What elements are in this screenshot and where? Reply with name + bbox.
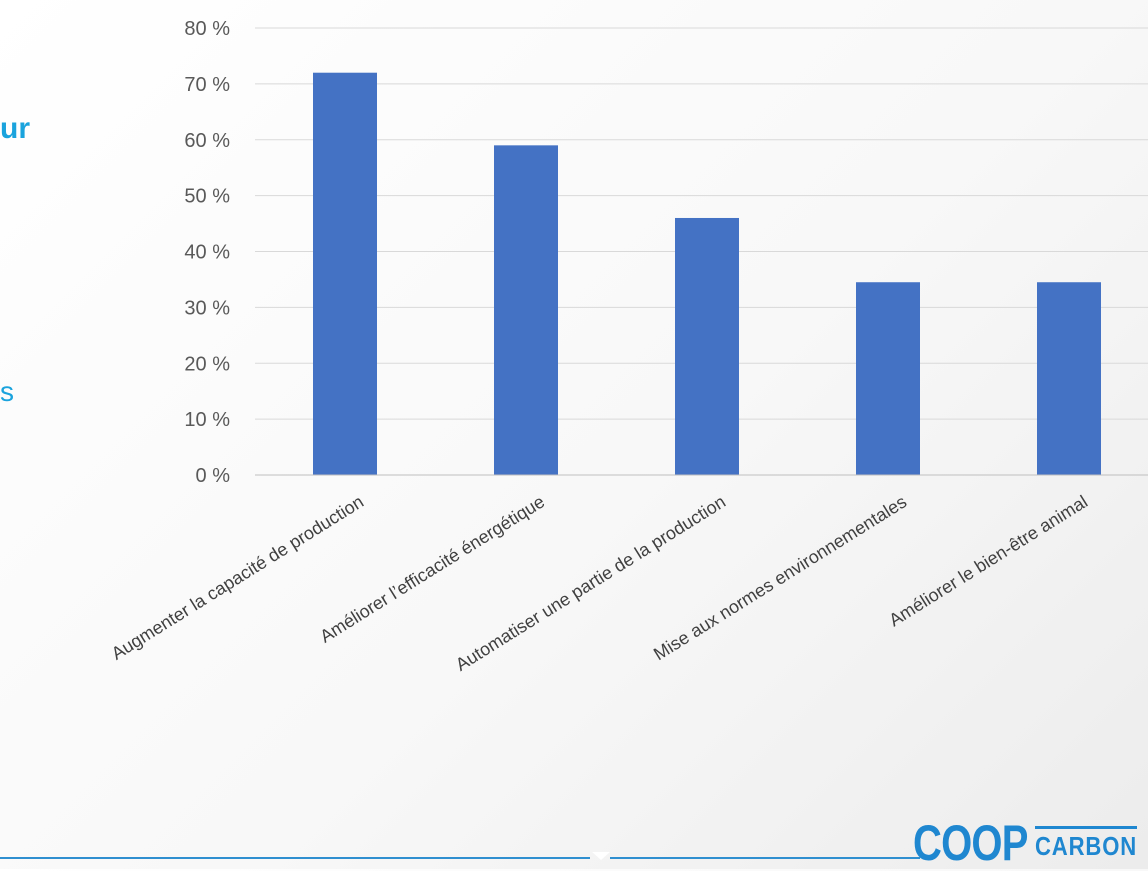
bar — [856, 282, 920, 475]
y-tick-label: 60 % — [184, 130, 230, 152]
x-axis-category-labels: Augmenter la capacité de productionAméli… — [108, 491, 1091, 674]
bar — [1037, 282, 1101, 475]
bars — [313, 72, 1101, 475]
y-tick-label: 50 % — [184, 186, 230, 208]
y-tick-label: 40 % — [184, 242, 230, 264]
footer-line-right — [610, 857, 920, 859]
footer-line-notch — [592, 852, 610, 860]
partial-heading-text: ur — [0, 112, 30, 145]
y-tick-label: 70 % — [184, 74, 230, 96]
logo-text-coop: COOP — [913, 815, 1028, 871]
footer-line-left — [0, 857, 590, 859]
y-tick-label: 0 % — [196, 465, 231, 487]
y-tick-label: 80 % — [184, 18, 230, 40]
y-tick-label: 10 % — [184, 409, 230, 431]
y-tick-label: 30 % — [184, 297, 230, 319]
y-tick-label: 20 % — [184, 353, 230, 375]
partial-body-text: s — [0, 376, 14, 407]
y-axis-ticks: 0 % 10 % 20 % 30 % 40 % 50 % 60 % 70 % 80 % — [184, 18, 230, 487]
coop-carbon-logo: COOP CARBON — [913, 818, 1148, 869]
bar — [675, 217, 739, 475]
bar — [313, 72, 377, 475]
x-category-label: Améliorer le bien-être animal — [885, 491, 1091, 630]
logo-text-carbon: CARBON — [1035, 826, 1138, 861]
bar — [494, 145, 558, 475]
